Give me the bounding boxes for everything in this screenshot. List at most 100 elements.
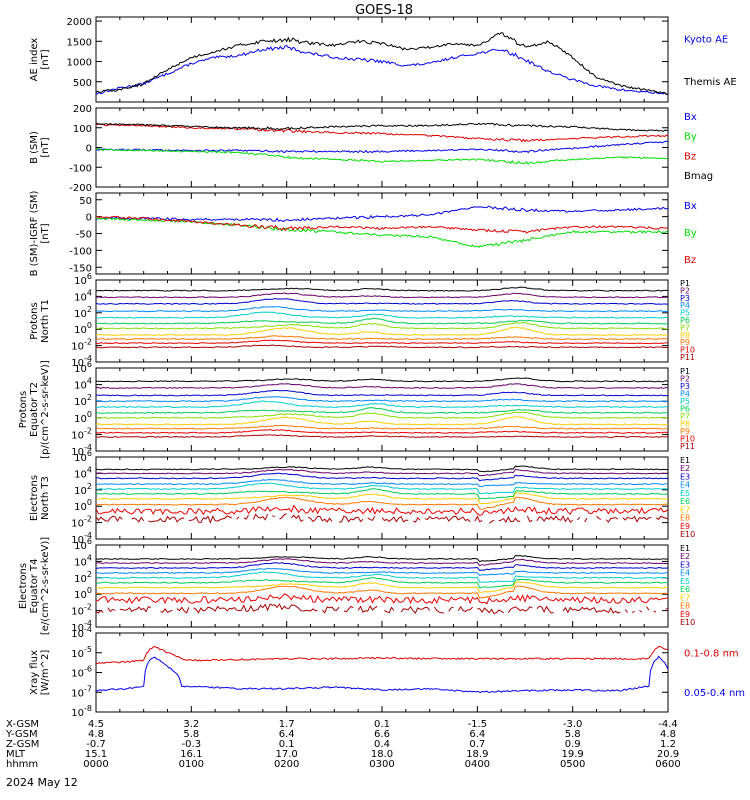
legend-label: By [684,228,697,239]
legend-label: P8 [680,420,690,429]
channel-line-e10 [148,515,185,523]
channel-line-e10 [526,515,533,523]
bottom-row-label: Y-GSM [5,729,38,740]
channel-line-e10 [107,607,116,613]
y-tick-label: 102 [74,482,92,497]
legend-label: Themis AE [683,77,737,88]
channel-line-e10 [252,513,269,521]
bottom-axis-value: 15.1 [85,749,107,760]
y-tick-label: 102 [74,570,92,585]
plot-area [96,122,668,166]
legend-label: 0.05-0.4 nm [684,688,745,699]
legend-label: E4 [680,481,690,490]
channel-line-p2 [96,292,668,299]
bottom-axis-value: 0100 [179,759,204,770]
legend-label: Bz [684,151,696,162]
legend-label: Kyoto AE [684,35,728,46]
y-tick-label: -100 [69,163,92,174]
channel-line-e2 [96,558,668,567]
series-line-bz [96,215,668,234]
channel-line-e10 [412,516,421,523]
legend-label: Bmag [684,171,713,182]
bottom-axis-value: -0.3 [182,739,202,750]
channel-line-e10 [596,515,602,520]
channel-line-e10 [322,606,340,614]
bottom-axis-value: 1.7 [279,719,295,730]
channel-line-e3 [96,472,668,482]
series-line-by [96,148,668,166]
channel-line-e8 [96,496,668,510]
y-axis-label: Protons [18,391,29,428]
channel-line-e9 [96,504,668,516]
bottom-axis-value: 0.7 [469,739,485,750]
bottom-axis-value: 0600 [655,759,680,770]
legend-label: 0.1-0.8 nm [684,649,739,660]
channel-line-e10 [488,519,495,524]
legend-label: E6 [680,497,690,506]
legend-label: E9 [680,522,690,531]
y-tick-label: 100 [73,124,92,135]
channel-line-e10 [498,516,521,524]
legend-label: P4 [680,301,690,310]
y-tick-label: 104 [74,465,92,480]
y-tick-label: 10-2 [71,426,92,441]
y-tick-label: 10-5 [71,645,92,660]
channel-line-e10 [605,517,619,523]
channel-line-e7 [96,492,668,505]
series-line-bx [96,205,668,222]
y-tick-label: 1500 [67,37,92,48]
channel-line-e10 [272,515,276,518]
channel-line-e10 [160,608,173,614]
bottom-axis-value: 6.4 [279,729,295,740]
channel-line-p10 [96,428,668,434]
channel-line-e6 [96,488,668,500]
legend-label: P10 [680,346,695,355]
bottom-axis-value: 20.9 [657,749,679,760]
y-axis-label: [p/(cm^2-s-sr-keV)] [40,360,51,459]
y-axis-label: North T1 [40,299,51,343]
channel-line-e10 [384,606,395,614]
channel-line-p6 [96,407,668,414]
plot-area [96,554,668,615]
channel-line-p5 [96,400,668,409]
panel-8: 10-8 10-7 10-6 10-5 10-4 Xray flux [W/m^2] 0.1-… [29,625,745,719]
bottom-axis-value: 0400 [465,759,490,770]
channel-line-p1 [96,286,668,292]
legend-label: E5 [680,489,690,498]
y-tick-label: -100 [69,246,92,257]
channel-line-e10 [646,606,650,611]
bottom-axis-value: -1.5 [468,719,488,730]
bottom-row-label: Z-GSM [6,739,39,750]
y-tick-label: 100 [74,321,92,336]
bottom-axis-value: 18.0 [371,749,393,760]
channel-line-e4 [96,567,668,576]
bottom-axis-value: 6.6 [374,729,390,740]
y-axis-label: North T3 [40,476,51,520]
channel-line-e10 [653,610,657,613]
channel-line-p7 [96,411,668,419]
panel-1: 500 1000 1500 2000 AE index [nT] Kyoto AE Themi… [29,16,737,103]
y-tick-label: 0 [86,213,92,224]
bottom-axis-value: 18.9 [466,749,488,760]
channel-line-e5 [96,482,668,495]
legend-label: P3 [680,294,690,303]
legend-label: Bz [684,255,696,266]
channel-line-e10 [279,513,287,520]
channel-line-e10 [474,515,483,523]
y-axis-label: [nT] [40,49,51,69]
channel-line-e10 [131,516,145,523]
y-tick-label: 104 [74,553,92,568]
channel-line-e1 [96,465,668,473]
y-tick-label: 100 [74,410,92,425]
series-line-bz [96,123,668,143]
legend-label: P3 [680,382,690,391]
y-tick-label: 104 [74,377,92,392]
y-tick-label: 2000 [67,17,92,28]
channel-line-p7 [96,321,668,330]
y-axis-label: [e/(cm^2-s-sr-keV)] [40,537,51,635]
y-tick-label: 10-8 [71,704,92,719]
channel-line-e10 [507,606,533,613]
y-axis-label: Electrons [29,475,40,521]
channel-line-e10 [307,515,333,523]
